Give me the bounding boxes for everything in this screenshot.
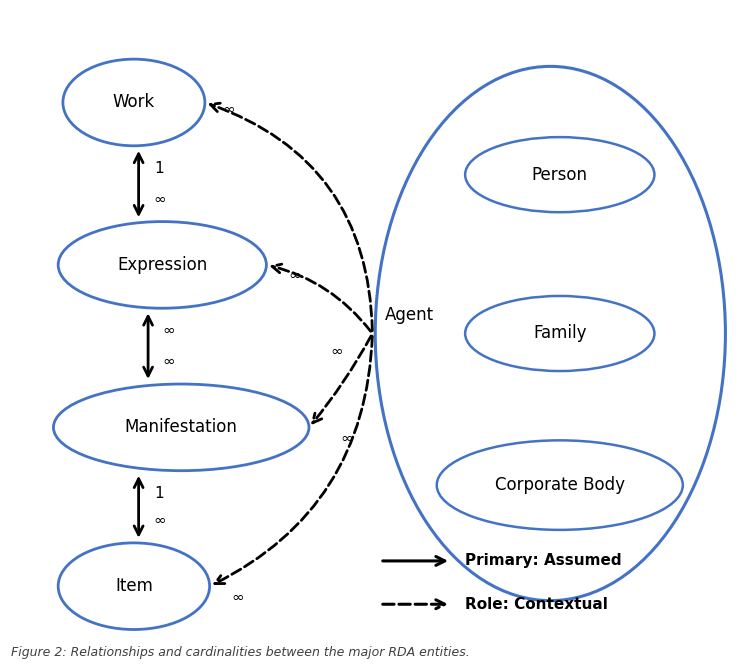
Text: ∞: ∞ [153,193,166,207]
Ellipse shape [53,384,309,471]
Text: ∞: ∞ [162,354,176,369]
Text: ∞: ∞ [222,102,235,117]
Ellipse shape [59,543,210,630]
Text: ∞: ∞ [232,590,245,604]
Text: 1: 1 [155,161,165,175]
Text: Corporate Body: Corporate Body [495,476,625,494]
Text: Person: Person [532,165,588,183]
Text: Figure 2: Relationships and cardinalities between the major RDA entities.: Figure 2: Relationships and cardinalitie… [11,646,470,659]
Text: Manifestation: Manifestation [124,418,238,436]
Text: 1: 1 [155,486,165,500]
Text: Family: Family [533,325,587,342]
Text: ∞: ∞ [340,431,353,446]
Text: Agent: Agent [385,306,433,324]
Text: Work: Work [113,93,155,111]
Text: Primary: Assumed: Primary: Assumed [465,554,622,568]
Text: ∞: ∞ [162,323,176,338]
Text: Item: Item [115,577,153,595]
Text: ∞: ∞ [288,268,301,283]
Text: Role: Contextual: Role: Contextual [465,597,608,612]
Text: Expression: Expression [117,256,207,274]
Ellipse shape [59,221,267,308]
Text: ∞: ∞ [330,344,343,359]
Ellipse shape [63,59,205,146]
Text: ∞: ∞ [153,513,166,528]
